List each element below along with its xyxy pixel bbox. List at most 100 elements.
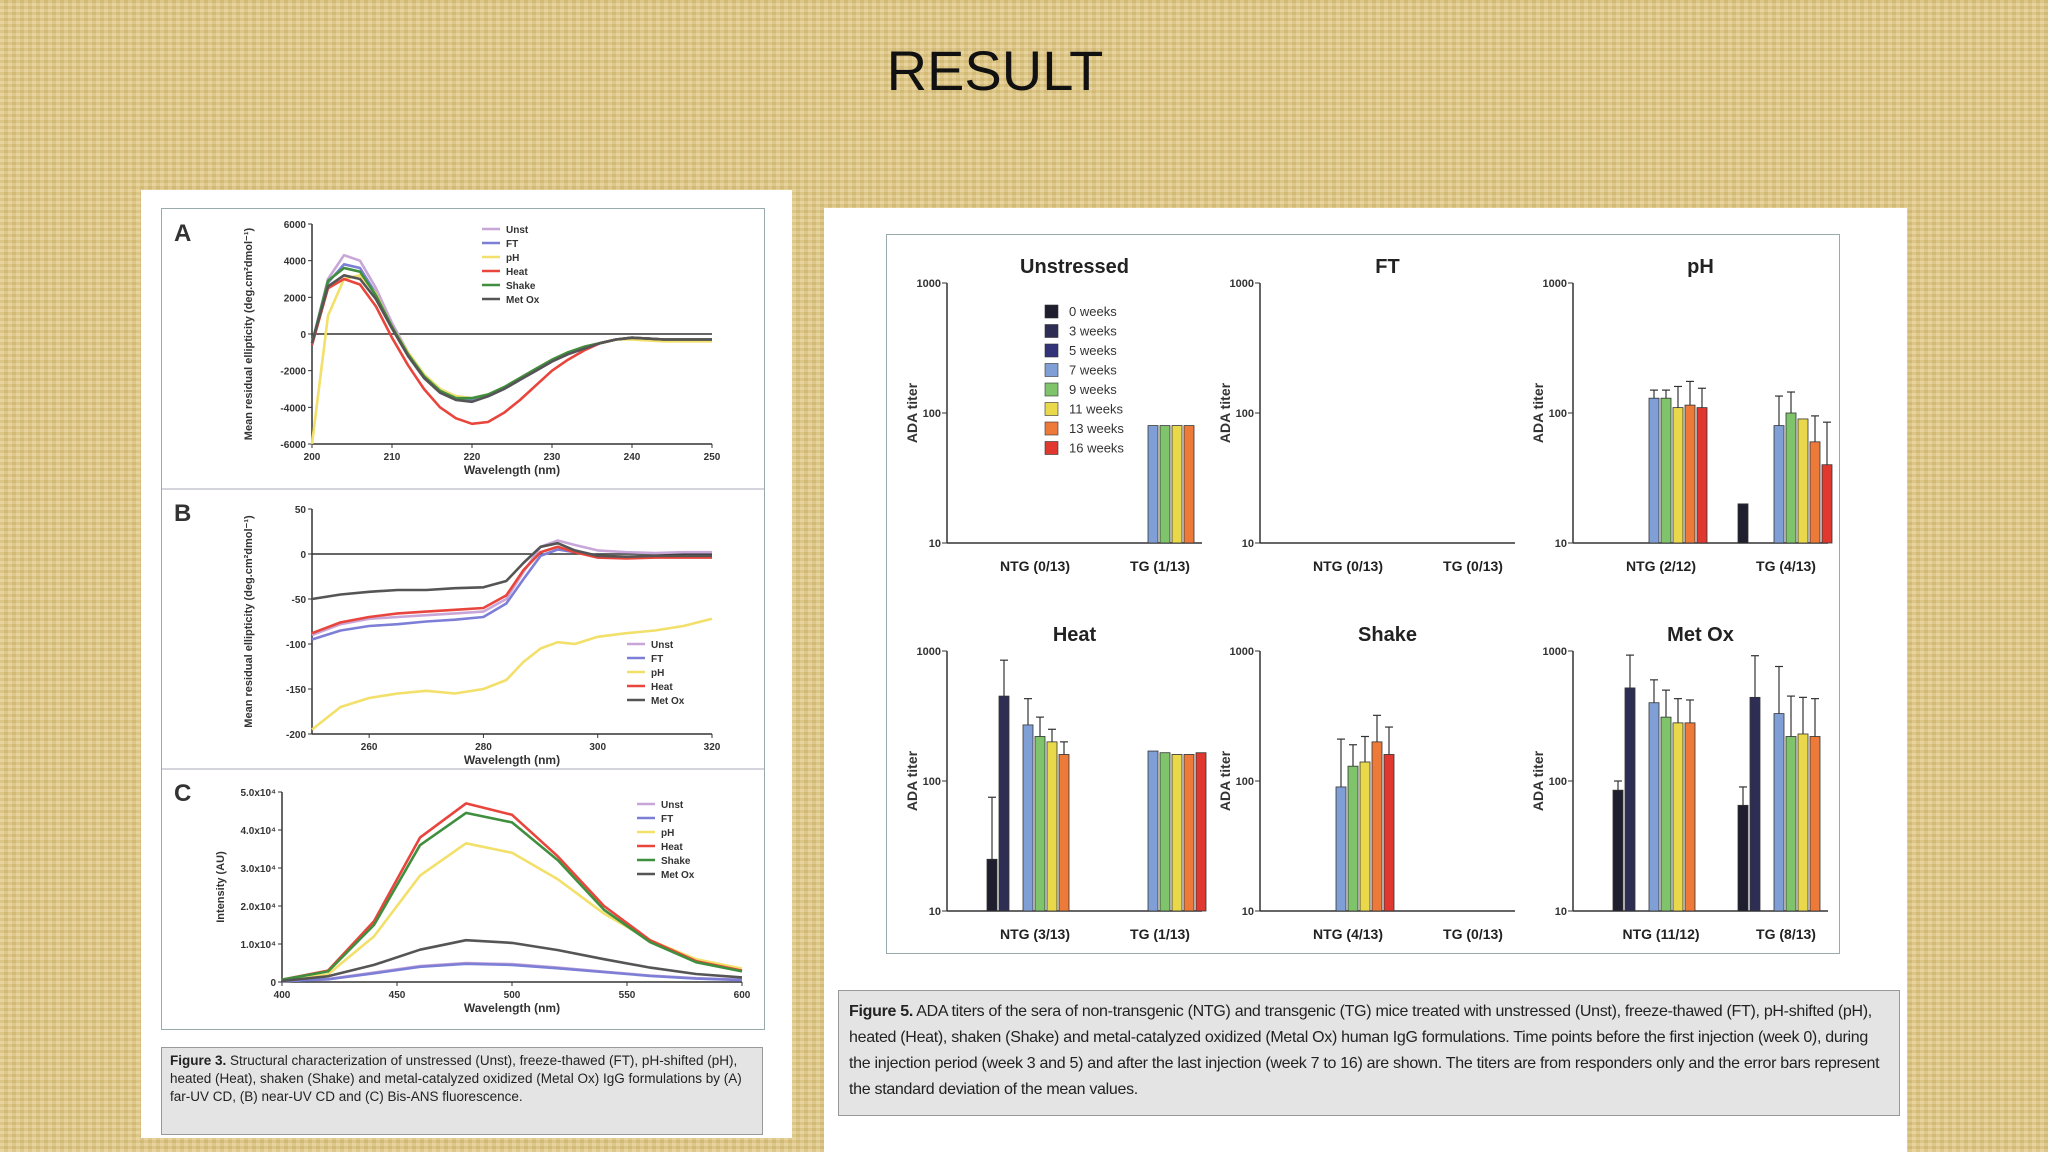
bar-16-weeks [1696, 407, 1708, 544]
bar-16-weeks [1383, 754, 1395, 912]
series-line-met-ox [281, 938, 743, 983]
series-line-heat [281, 802, 743, 981]
y-tick-label: 0 [300, 550, 306, 561]
x-tick-label: 240 [624, 452, 641, 463]
y-tick-label: 1000 [1230, 646, 1254, 658]
legend-label: pH [506, 253, 519, 264]
bar-7-weeks [1147, 750, 1159, 912]
y-axis-label: ADA titer [1530, 382, 1546, 443]
bar-3-weeks [998, 695, 1010, 912]
bar-13-weeks [1809, 736, 1821, 912]
y-tick-label: -50 [292, 595, 307, 606]
y-tick-label: 100 [1549, 408, 1567, 420]
y-tick-label: 0 [300, 330, 306, 341]
y-tick-label: 1000 [917, 278, 941, 290]
bar-0-weeks [1737, 804, 1749, 912]
legend-label: 5 weeks [1069, 343, 1117, 358]
bar-7-weeks [1147, 425, 1159, 544]
panel-title: Heat [1053, 624, 1097, 646]
bar-13-weeks [1371, 741, 1383, 912]
group-label: NTG (0/13) [1000, 558, 1070, 574]
legend-swatch [1044, 324, 1059, 338]
x-tick-label: 300 [589, 742, 606, 753]
legend-label: 11 weeks [1069, 402, 1123, 417]
y-axis-label: ADA titer [1530, 750, 1546, 811]
x-axis-label: Wavelength (nm) [464, 1001, 560, 1015]
x-tick-label: 250 [704, 452, 721, 463]
bar-9-weeks [1159, 752, 1171, 912]
bar-9-weeks [1785, 412, 1797, 544]
legend-swatch [1044, 343, 1059, 358]
legend-label: Shake [506, 281, 536, 292]
x-tick-label: 260 [361, 742, 378, 753]
group-label: TG (8/13) [1756, 926, 1816, 942]
y-tick-label: 100 [923, 776, 941, 788]
y-tick-label: 100 [923, 408, 941, 420]
bar-7-weeks [1022, 724, 1034, 912]
y-tick-label: 0 [270, 978, 276, 989]
y-tick-label: 10 [1555, 906, 1567, 918]
legend-swatch [1044, 382, 1059, 397]
y-tick-label: 1000 [1543, 646, 1567, 658]
y-tick-label: 10 [1242, 906, 1254, 918]
bar-7-weeks [1773, 425, 1785, 544]
y-tick-label: 6000 [284, 220, 307, 231]
figure-5-charts: Unstressed 10 100 1000 ADA titer NTG (0/13) TG… [904, 256, 1833, 942]
series-line-ft [311, 548, 712, 641]
group-label: TG (0/13) [1443, 558, 1503, 574]
bar-11-weeks [1797, 418, 1809, 544]
series-line-met-ox [310, 274, 712, 404]
x-tick-label: 450 [389, 990, 406, 1001]
figure-5-caption-text: ADA titers of the sera of non-transgenic… [849, 1003, 1880, 1098]
figure-5-panel: Unstressed 10 100 1000 ADA titer NTG (0/13) TG… [824, 208, 1907, 1152]
bar-13-weeks [1684, 404, 1696, 544]
y-tick-label: 100 [1236, 776, 1254, 788]
y-tick-label: 1000 [1230, 278, 1254, 290]
legend-label: 7 weeks [1069, 363, 1117, 378]
legend-label: FT [651, 654, 663, 665]
x-tick-label: 210 [384, 452, 401, 463]
y-axis-label: Mean residual ellipticity (deg.cm²dmol⁻¹… [243, 227, 255, 440]
legend-label: 0 weeks [1069, 304, 1117, 319]
y-axis-label: ADA titer [1217, 382, 1233, 443]
y-axis-label: Intensity (AU) [215, 851, 227, 923]
series-line-ph [311, 617, 713, 731]
bar-9-weeks [1034, 736, 1046, 912]
legend-label: pH [651, 668, 664, 679]
bar-16-weeks [1821, 464, 1833, 544]
bar-11-weeks [1797, 733, 1809, 912]
bar-13-weeks [1183, 425, 1195, 544]
x-tick-label: 400 [274, 990, 291, 1001]
x-tick-label: 200 [304, 452, 321, 463]
y-tick-label: 10 [1555, 538, 1567, 550]
figure-3-caption-text: Structural characterization of unstresse… [170, 1053, 742, 1104]
figure-5-chart-frame: Unstressed 10 100 1000 ADA titer NTG (0/13) TG… [886, 234, 1840, 954]
figure-3-caption-label: Figure 3. [170, 1053, 227, 1068]
y-tick-label: -6000 [280, 440, 306, 451]
bar-13-weeks [1058, 754, 1070, 912]
bar-13-weeks [1684, 722, 1696, 912]
y-axis-label: Mean residual ellipticity (deg.cm²dmol⁻¹… [243, 515, 255, 728]
group-label: NTG (11/12) [1622, 926, 1699, 942]
bar-9-weeks [1660, 397, 1672, 544]
bar-11-weeks [1171, 754, 1183, 912]
x-tick-label: 600 [734, 990, 751, 1001]
bar-11-weeks [1359, 761, 1371, 912]
y-tick-label: 4000 [284, 257, 307, 268]
y-tick-label: -200 [286, 730, 306, 741]
bar-11-weeks [1672, 407, 1684, 544]
figure-3-chart-frame: A -6000 -4000 -2000 0 2000 4000 6000 200 210 220 23… [161, 208, 765, 1030]
bar-11-weeks [1046, 741, 1058, 912]
bar-13-weeks [1183, 754, 1195, 912]
y-tick-label: 100 [1549, 776, 1567, 788]
bar-7-weeks [1648, 397, 1660, 544]
y-tick-label: 1000 [1543, 278, 1567, 290]
legend-label: FT [661, 814, 673, 825]
group-label: TG (0/13) [1443, 926, 1503, 942]
legend-label: Heat [506, 267, 528, 278]
y-tick-label: 50 [295, 505, 307, 516]
bar-11-weeks [1171, 425, 1183, 544]
bar-9-weeks [1347, 765, 1359, 912]
group-label: TG (1/13) [1130, 926, 1190, 942]
